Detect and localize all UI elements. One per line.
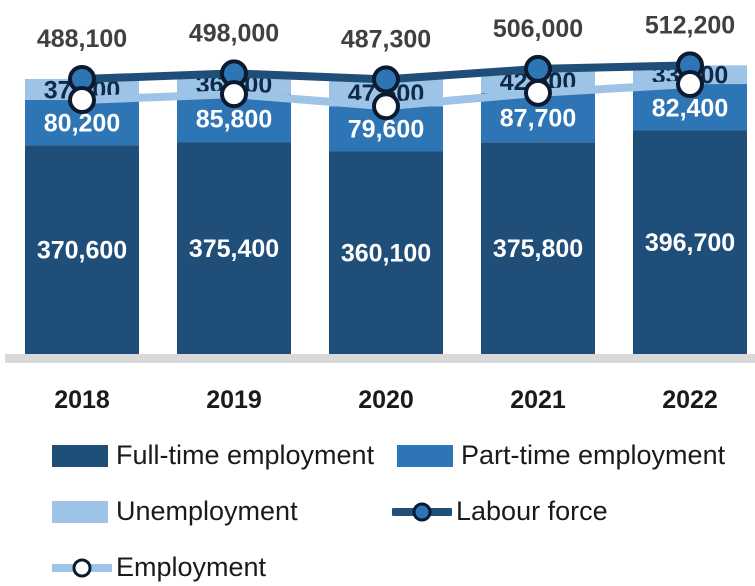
legend-item-labour-force: Labour force bbox=[392, 496, 608, 527]
legend-swatch-full-time bbox=[52, 444, 108, 467]
marker-employment-2018 bbox=[68, 85, 96, 114]
marker-employment-2022 bbox=[676, 70, 704, 99]
line-labels-layer: 488,100 498,000 487,300 506,000 512,200 bbox=[37, 11, 735, 53]
legend-item-unemployment: Unemployment bbox=[52, 496, 298, 527]
bar-full-time-employment-2019 bbox=[177, 142, 291, 354]
legend-swatch-employment bbox=[52, 558, 112, 577]
bar-label-full-time-employment-2020: 360,100 bbox=[341, 240, 431, 268]
marker-employment-2021 bbox=[524, 78, 552, 107]
legend-label-full-time: Full-time employment bbox=[116, 440, 375, 470]
x-tick-2019: 2019 bbox=[206, 386, 262, 414]
legend-item-full-time: Full-time employment bbox=[52, 440, 374, 471]
marker-labour-force-2021 bbox=[524, 54, 552, 83]
bar-label-part-time-employment-2021: 87,700 bbox=[500, 105, 576, 133]
bar-label-full-time-employment-2022: 396,700 bbox=[645, 229, 735, 257]
line-label-labour-force-2018: 488,100 bbox=[37, 25, 127, 53]
marker-employment-2020 bbox=[372, 92, 400, 121]
legend-label-part-time: Part-time employment bbox=[461, 440, 726, 470]
bar-label-part-time-employment-2022: 82,400 bbox=[652, 94, 728, 122]
bar-full-time-employment-2021 bbox=[481, 142, 595, 354]
legend-item-part-time: Part-time employment bbox=[397, 440, 725, 471]
lines-layer bbox=[68, 51, 704, 121]
bar-label-full-time-employment-2018: 370,600 bbox=[37, 237, 127, 265]
legend-swatch-part-time bbox=[397, 444, 453, 467]
bar-label-part-time-employment-2018: 80,200 bbox=[44, 110, 120, 138]
x-axis-baseline bbox=[5, 354, 755, 363]
line-label-labour-force-2021: 506,000 bbox=[493, 15, 583, 43]
legend-swatch-unemployment bbox=[52, 500, 108, 523]
x-tick-2022: 2022 bbox=[662, 386, 718, 414]
x-ticks-layer: 2018 2019 2020 2021 2022 bbox=[54, 386, 718, 414]
marker-employment-2019 bbox=[220, 80, 248, 109]
bar-full-time-employment-2022 bbox=[633, 130, 747, 354]
x-tick-2018: 2018 bbox=[54, 386, 110, 414]
x-tick-2020: 2020 bbox=[358, 386, 414, 414]
x-tick-2021: 2021 bbox=[510, 386, 566, 414]
stacked-bar-line-chart: 370,60080,20037,400375,40085,80036,70036… bbox=[5, 11, 755, 414]
line-label-labour-force-2020: 487,300 bbox=[341, 25, 431, 53]
legend-label-employment: Employment bbox=[116, 552, 267, 582]
legend-item-employment: Employment bbox=[52, 552, 266, 583]
legend-label-unemployment: Unemployment bbox=[116, 496, 298, 526]
line-label-labour-force-2022: 512,200 bbox=[645, 11, 735, 39]
legend-label-labour-force: Labour force bbox=[456, 496, 608, 526]
bar-full-time-employment-2020 bbox=[329, 151, 443, 354]
bar-full-time-employment-2018 bbox=[25, 145, 139, 354]
bar-label-full-time-employment-2021: 375,800 bbox=[493, 235, 583, 263]
marker-labour-force-2020 bbox=[372, 65, 400, 94]
bar-label-part-time-employment-2019: 85,800 bbox=[196, 105, 272, 133]
legend-swatch-labour-force bbox=[392, 502, 452, 521]
bar-label-part-time-employment-2020: 79,600 bbox=[348, 116, 424, 144]
line-label-labour-force-2019: 498,000 bbox=[189, 19, 279, 47]
bar-label-full-time-employment-2019: 375,400 bbox=[189, 235, 279, 263]
